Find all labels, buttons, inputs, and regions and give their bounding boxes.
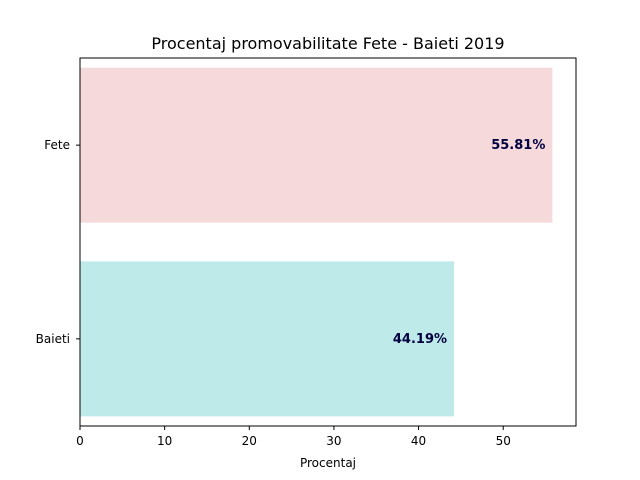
bar-baieti — [80, 261, 455, 417]
bars-group: 55.81% 44.19% — [80, 67, 553, 417]
bar-fete — [80, 67, 553, 223]
x-axis-label: Procentaj — [300, 456, 356, 470]
category-label-baieti: Baieti — [36, 332, 70, 346]
data-label-fete: 55.81% — [491, 138, 545, 153]
x-tick-label-10: 10 — [157, 434, 172, 448]
x-tick-label-40: 40 — [411, 434, 426, 448]
x-tick-label-0: 0 — [76, 434, 84, 448]
data-label-baieti: 44.19% — [393, 332, 447, 347]
y-axis-categories: Fete Baieti — [36, 138, 80, 346]
x-tick-label-50: 50 — [496, 434, 511, 448]
category-label-fete: Fete — [44, 138, 70, 152]
x-tick-label-30: 30 — [326, 434, 341, 448]
x-tick-label-20: 20 — [242, 434, 257, 448]
plot-frame — [79, 57, 577, 427]
chart-title: Procentaj promovabilitate Fete - Baieti … — [151, 34, 504, 53]
x-axis-ticks: 0 10 20 30 40 50 — [76, 426, 511, 448]
